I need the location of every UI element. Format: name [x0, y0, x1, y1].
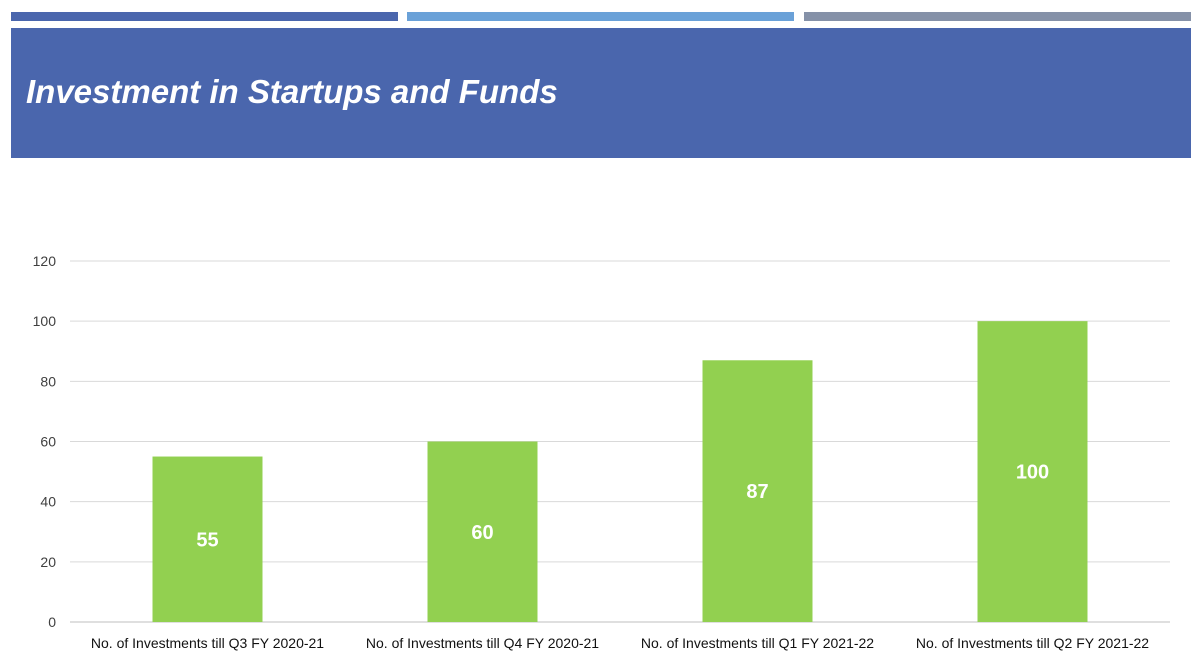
y-tick-label: 0: [48, 614, 56, 630]
y-tick-label: 20: [40, 554, 56, 570]
slide-title: Investment in Startups and Funds: [26, 73, 558, 110]
x-axis-labels: No. of Investments till Q3 FY 2020-21 No.…: [91, 635, 1149, 651]
bar-value-label: 100: [1016, 462, 1049, 484]
x-category-label: No. of Investments till Q2 FY 2021-22: [916, 635, 1149, 651]
y-axis-ticks: 0 20 40 60 80 100 120: [33, 253, 57, 630]
y-tick-label: 40: [40, 494, 56, 510]
bar-value-label: 60: [471, 522, 493, 544]
bar: [977, 321, 1088, 622]
y-tick-label: 80: [40, 373, 56, 389]
x-category-label: No. of Investments till Q3 FY 2020-21: [91, 635, 324, 651]
top-accent-bar-1: [11, 12, 398, 21]
top-accent-bar-2: [407, 12, 794, 21]
title-banner: [11, 28, 1191, 158]
top-accent-bar-3: [804, 12, 1191, 21]
x-category-label: No. of Investments till Q1 FY 2021-22: [641, 635, 874, 651]
bar: [702, 360, 813, 622]
data-labels: 55 60 87 100: [196, 462, 1049, 552]
bar-value-label: 55: [196, 529, 218, 551]
bar: [427, 441, 538, 622]
x-category-label: No. of Investments till Q4 FY 2020-21: [366, 635, 599, 651]
bars: [152, 321, 1088, 622]
bar-value-label: 87: [746, 481, 768, 503]
y-tick-label: 100: [33, 313, 57, 329]
y-tick-label: 120: [33, 253, 57, 269]
y-tick-label: 60: [40, 434, 56, 450]
bar: [152, 456, 263, 622]
